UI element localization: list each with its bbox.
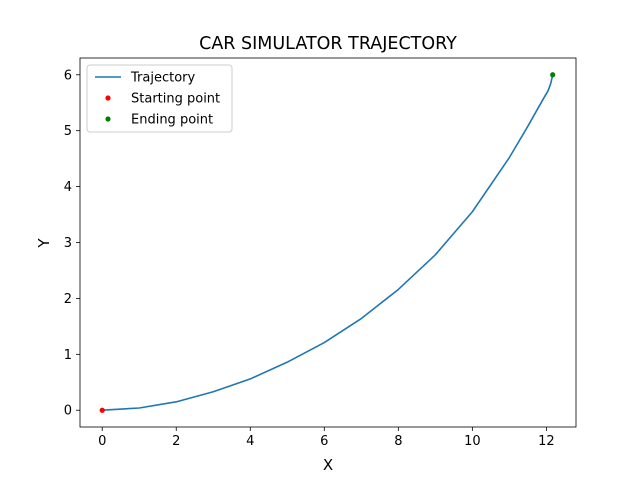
x-tick-label: 10 [464,434,481,449]
y-tick-label: 2 [64,292,72,307]
y-tick-label: 4 [64,180,72,195]
legend-box [86,64,233,133]
x-tick-label: 0 [98,434,106,449]
x-tick-label: 12 [538,434,555,449]
y-axis: 0 1 2 3 4 5 6 [64,68,80,419]
legend-marker-swatch [105,116,111,122]
legend: Trajectory Starting point Ending point [86,64,233,133]
ending-point-marker [550,72,556,78]
legend-marker-swatch [105,95,111,101]
y-tick-label: 6 [64,68,72,83]
y-tick-label: 0 [64,404,72,419]
y-tick-label: 3 [64,236,72,251]
x-tick-label: 8 [394,434,402,449]
x-axis-label: X [323,456,333,474]
legend-label: Ending point [131,113,213,128]
x-tick-label: 6 [320,434,328,449]
chart-title: CAR SIMULATOR TRAJECTORY [199,34,457,54]
x-axis: 0 2 4 6 8 10 12 [98,427,555,449]
trajectory-line [102,74,554,412]
x-tick-label: 4 [246,434,254,449]
starting-point-marker [99,407,105,413]
y-tick-label: 1 [64,348,72,363]
y-axis-label: Y [35,238,53,249]
legend-label: Starting point [131,92,220,107]
x-tick-label: 2 [172,434,180,449]
y-tick-label: 5 [64,124,72,139]
legend-label: Trajectory [130,71,195,86]
